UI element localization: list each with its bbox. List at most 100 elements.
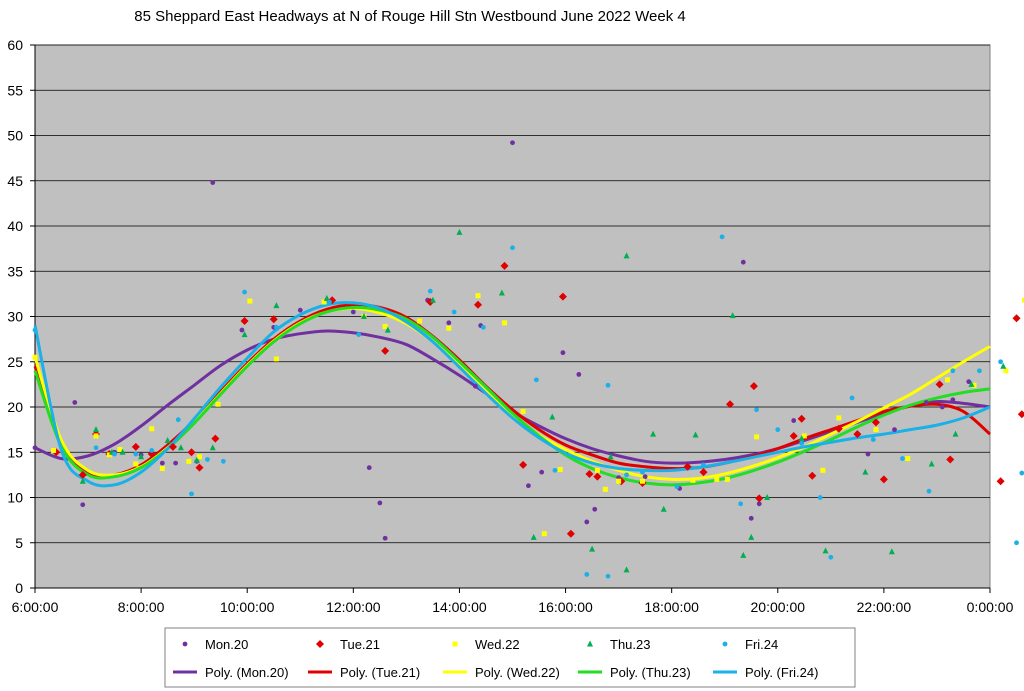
data-point bbox=[968, 380, 975, 387]
data-point bbox=[247, 298, 253, 304]
data-point bbox=[939, 404, 945, 410]
data-point bbox=[456, 228, 463, 235]
x-tick-label: 16:00:00 bbox=[538, 599, 593, 615]
data-point bbox=[836, 415, 842, 421]
data-point bbox=[1021, 297, 1024, 303]
data-point bbox=[650, 430, 657, 437]
data-point bbox=[950, 397, 956, 403]
y-tick-label: 20 bbox=[7, 399, 23, 415]
y-tick-label: 40 bbox=[7, 218, 23, 234]
y-tick-label: 45 bbox=[7, 173, 23, 189]
legend-label: Poly. (Mon.20) bbox=[205, 665, 289, 680]
data-point bbox=[381, 346, 390, 355]
data-point bbox=[996, 477, 1005, 486]
data-point bbox=[269, 315, 278, 324]
data-point bbox=[701, 462, 706, 468]
data-point bbox=[193, 456, 200, 463]
y-tick-label: 10 bbox=[7, 490, 23, 506]
data-point bbox=[168, 442, 177, 451]
data-point bbox=[690, 477, 696, 483]
data-point bbox=[321, 299, 327, 305]
data-point bbox=[602, 486, 608, 492]
data-point bbox=[297, 307, 303, 313]
data-point bbox=[756, 501, 762, 507]
data-point bbox=[112, 451, 117, 457]
data-point bbox=[552, 467, 558, 473]
legend-label: Poly. (Tue.21) bbox=[340, 665, 420, 680]
legend-marker bbox=[182, 641, 188, 647]
data-point bbox=[205, 457, 210, 462]
data-point bbox=[377, 500, 383, 506]
data-point bbox=[674, 484, 680, 490]
data-point bbox=[240, 317, 249, 326]
data-point bbox=[755, 494, 764, 503]
legend-label: Wed.22 bbox=[475, 637, 520, 652]
legend-label: Fri.24 bbox=[745, 637, 778, 652]
data-point bbox=[749, 382, 758, 391]
data-point bbox=[584, 572, 590, 577]
data-point bbox=[360, 313, 367, 319]
data-point bbox=[273, 356, 279, 362]
data-point bbox=[1003, 368, 1009, 374]
data-point bbox=[560, 350, 566, 356]
data-point bbox=[177, 444, 184, 451]
legend-box bbox=[164, 627, 856, 688]
data-point bbox=[923, 400, 929, 405]
data-point bbox=[798, 435, 805, 442]
data-point bbox=[740, 259, 746, 265]
legend: Mon.20 Tue.21 Wed.22 Thu.23 Fri.24 Poly. (Mon… bbox=[164, 627, 856, 688]
data-point bbox=[1012, 314, 1021, 323]
data-point bbox=[32, 327, 38, 333]
data-point bbox=[971, 382, 977, 388]
x-tick-label: 12:00:00 bbox=[326, 599, 381, 615]
data-point bbox=[558, 292, 567, 301]
data-point bbox=[1014, 540, 1019, 546]
data-point bbox=[639, 478, 645, 484]
data-point bbox=[480, 324, 486, 330]
data-point bbox=[820, 467, 826, 473]
data-point bbox=[51, 447, 57, 453]
data-point bbox=[976, 368, 982, 374]
data-point bbox=[159, 466, 165, 472]
data-point bbox=[862, 468, 869, 475]
legend-marker bbox=[316, 640, 324, 648]
data-point bbox=[159, 460, 165, 466]
y-tick-label: 30 bbox=[7, 309, 23, 325]
data-point bbox=[210, 180, 216, 185]
data-point bbox=[748, 515, 754, 521]
data-point bbox=[817, 495, 823, 500]
data-point bbox=[642, 474, 648, 480]
x-tick-label: 20:00:00 bbox=[751, 599, 806, 615]
data-point bbox=[239, 327, 245, 333]
data-point bbox=[605, 573, 611, 579]
data-point bbox=[131, 442, 140, 451]
data-point bbox=[624, 472, 629, 478]
legend-label: Poly. (Fri.24) bbox=[745, 665, 818, 680]
data-point bbox=[519, 460, 528, 469]
data-point bbox=[808, 471, 817, 480]
x-tick-label: 6:00:00 bbox=[12, 599, 59, 615]
data-point bbox=[589, 545, 596, 552]
data-point bbox=[585, 469, 594, 478]
data-point bbox=[429, 296, 436, 303]
data-point bbox=[683, 462, 692, 471]
data-point bbox=[417, 318, 423, 324]
data-point bbox=[892, 427, 897, 433]
data-point bbox=[451, 309, 457, 315]
y-tick-label: 55 bbox=[7, 82, 23, 98]
data-point bbox=[530, 533, 537, 540]
data-point bbox=[427, 288, 433, 294]
data-point bbox=[147, 450, 156, 459]
data-point bbox=[498, 289, 505, 296]
data-point bbox=[241, 331, 248, 338]
data-point bbox=[274, 324, 279, 330]
data-point bbox=[500, 261, 509, 270]
data-point bbox=[623, 252, 630, 259]
legend-marker bbox=[452, 641, 458, 647]
y-tick-label: 5 bbox=[15, 535, 23, 551]
legend-marker bbox=[587, 640, 593, 647]
data-points bbox=[32, 140, 1024, 579]
data-point bbox=[566, 529, 575, 538]
data-point bbox=[215, 401, 221, 407]
